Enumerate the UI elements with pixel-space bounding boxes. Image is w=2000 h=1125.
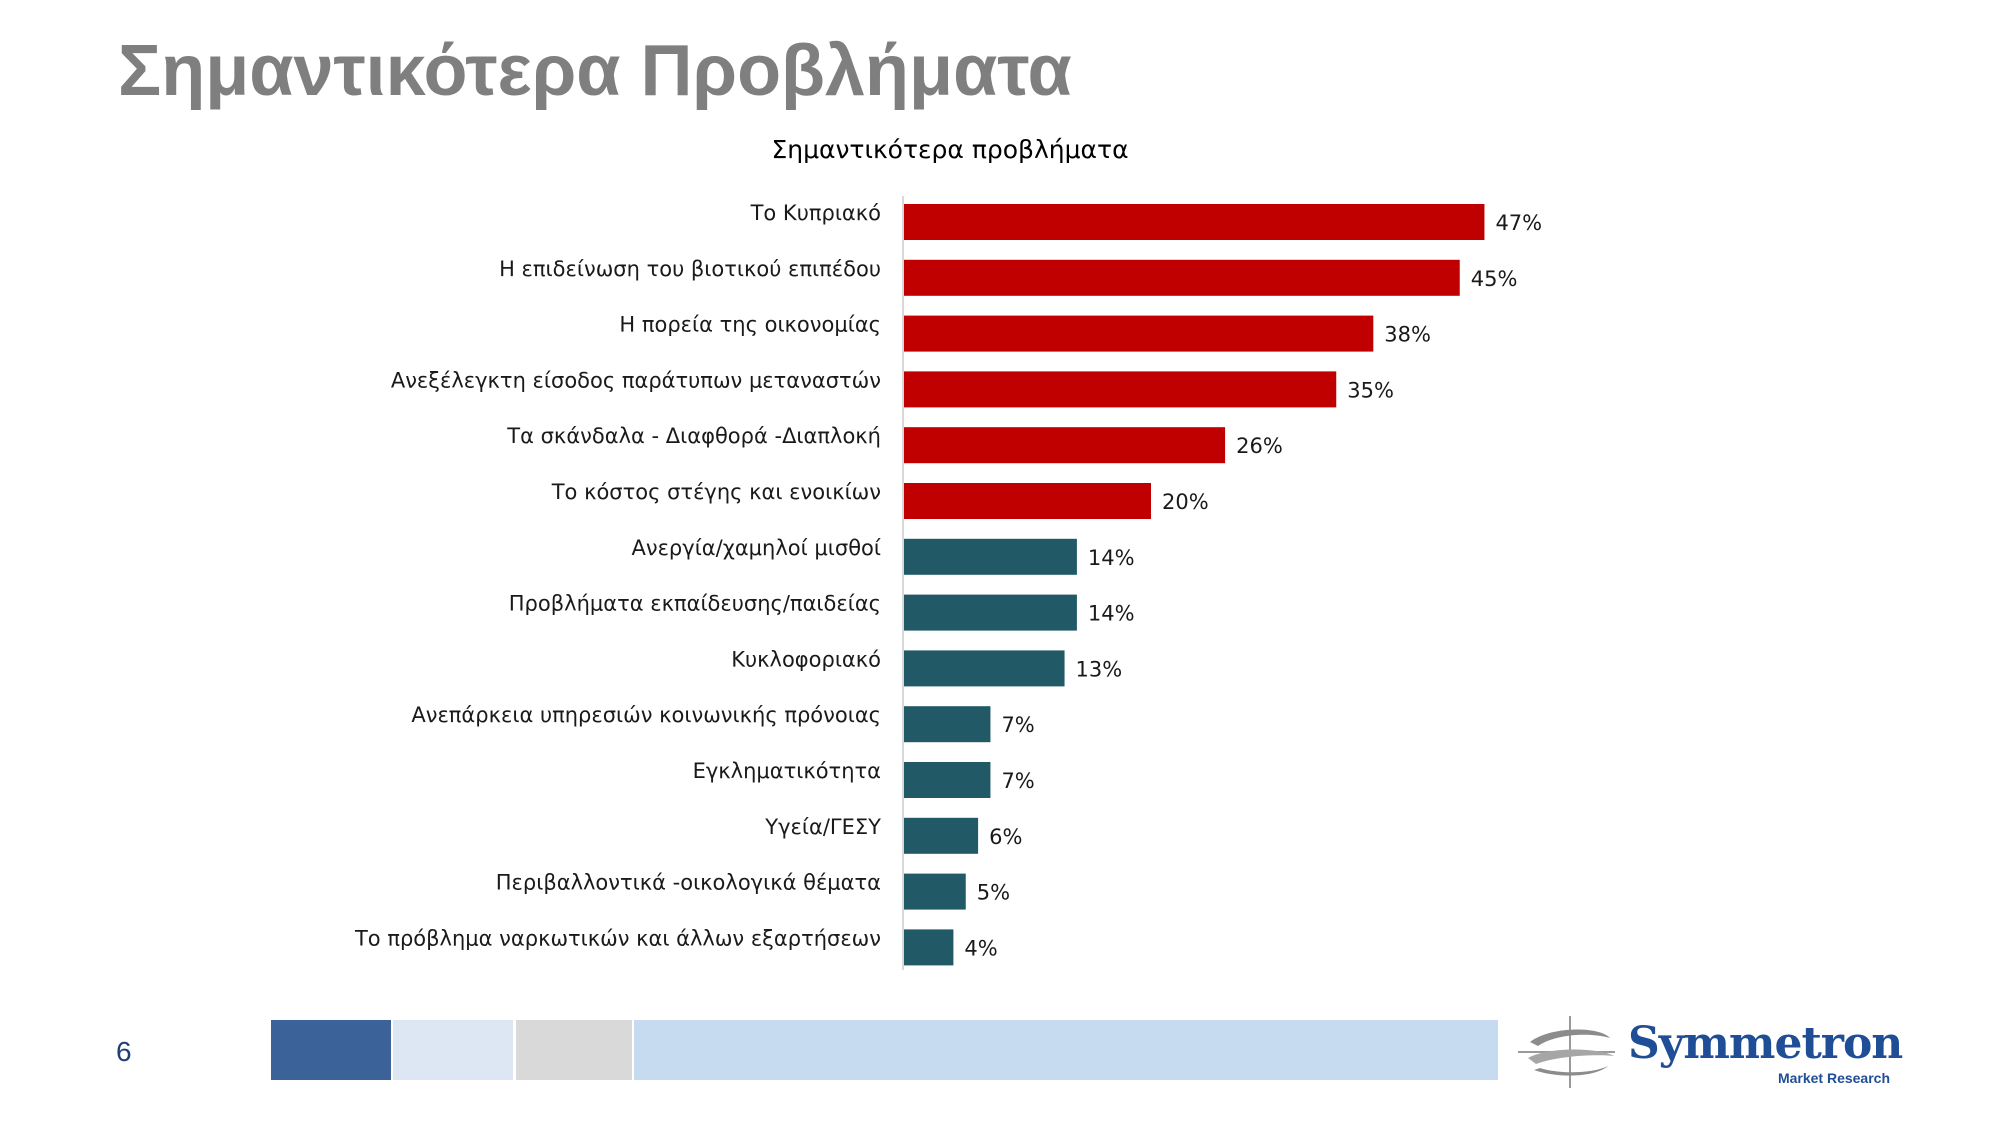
bar [904,594,1077,631]
bar-chart: Σημαντικότερα προβλήματα Το Κυπριακό 47% Η… [354,135,1542,970]
bar [904,873,966,910]
bar [904,538,1077,575]
logo-subtitle: Market Research [1777,1070,1890,1086]
bar [904,427,1226,464]
bar [904,259,1460,296]
category-label: Περιβαλλοντικά -οικολογικά θέματα [496,871,881,895]
chart-title: Σημαντικότερα προβλήματα [771,135,1128,164]
bar [904,483,1151,519]
category-label: Το Κυπριακό [750,201,881,225]
category-label: Κυκλοφοριακό [731,647,881,671]
value-label: 45% [1471,267,1518,291]
category-label: Το κόστος στέγης και ενοικίων [551,480,881,504]
footer-color-block [516,1020,632,1080]
value-label: 35% [1347,378,1394,402]
value-label: 26% [1236,434,1283,458]
category-label: Υγεία/ΓΕΣΥ [764,815,881,839]
value-label: 5% [977,881,1010,905]
page-number: 6 [116,1036,132,1067]
footer-color-block [634,1020,1498,1080]
value-label: 38% [1384,323,1431,347]
category-label: Εγκληματικότητα [693,759,881,783]
bar [904,315,1374,352]
bar [904,371,1337,408]
value-label: 7% [1001,713,1034,737]
category-label: Το πρόβλημα ναρκωτικών και άλλων εξαρτήσ… [354,926,881,950]
bars-group: Το Κυπριακό 47% Η επιδείνωση του βιοτικού … [354,201,1542,966]
symmetron-logo: Symmetron Market Research [1510,1012,1903,1092]
logo-swoosh-icon [1518,1016,1615,1088]
value-label: 7% [1001,769,1034,793]
category-label: Τα σκάνδαλα - Διαφθορά -Διαπλοκή [506,424,881,448]
category-label: Προβλήματα εκπαίδευσης/παιδείας [509,592,881,616]
value-label: 47% [1495,211,1542,235]
value-label: 4% [964,936,997,960]
bar [904,706,991,743]
page-title: Σημαντικότερα Προβλήματα [118,31,1072,111]
value-label: 14% [1088,602,1135,626]
bar [904,762,991,798]
value-label: 20% [1162,490,1209,514]
bar [904,650,1065,687]
bar [904,204,1485,240]
footer-color-block [271,1020,391,1080]
value-label: 14% [1088,546,1135,570]
bar [904,929,954,966]
category-label: Η επιδείνωση του βιοτικού επιπέδου [499,257,881,281]
category-label: Η πορεία της οικονομίας [619,313,881,337]
bar [904,817,979,854]
logo-name: Symmetron [1628,1018,1903,1069]
value-label: 13% [1076,657,1123,681]
category-label: Ανεργία/χαμηλοί μισθοί [631,536,881,560]
category-label: Ανεπάρκεια υπηρεσιών κοινωνικής πρόνοιας [411,703,881,727]
footer-color-block [393,1020,513,1080]
category-label: Ανεξέλεγκτη είσοδος παράτυπων μεταναστών [391,368,881,392]
value-label: 6% [989,825,1022,849]
